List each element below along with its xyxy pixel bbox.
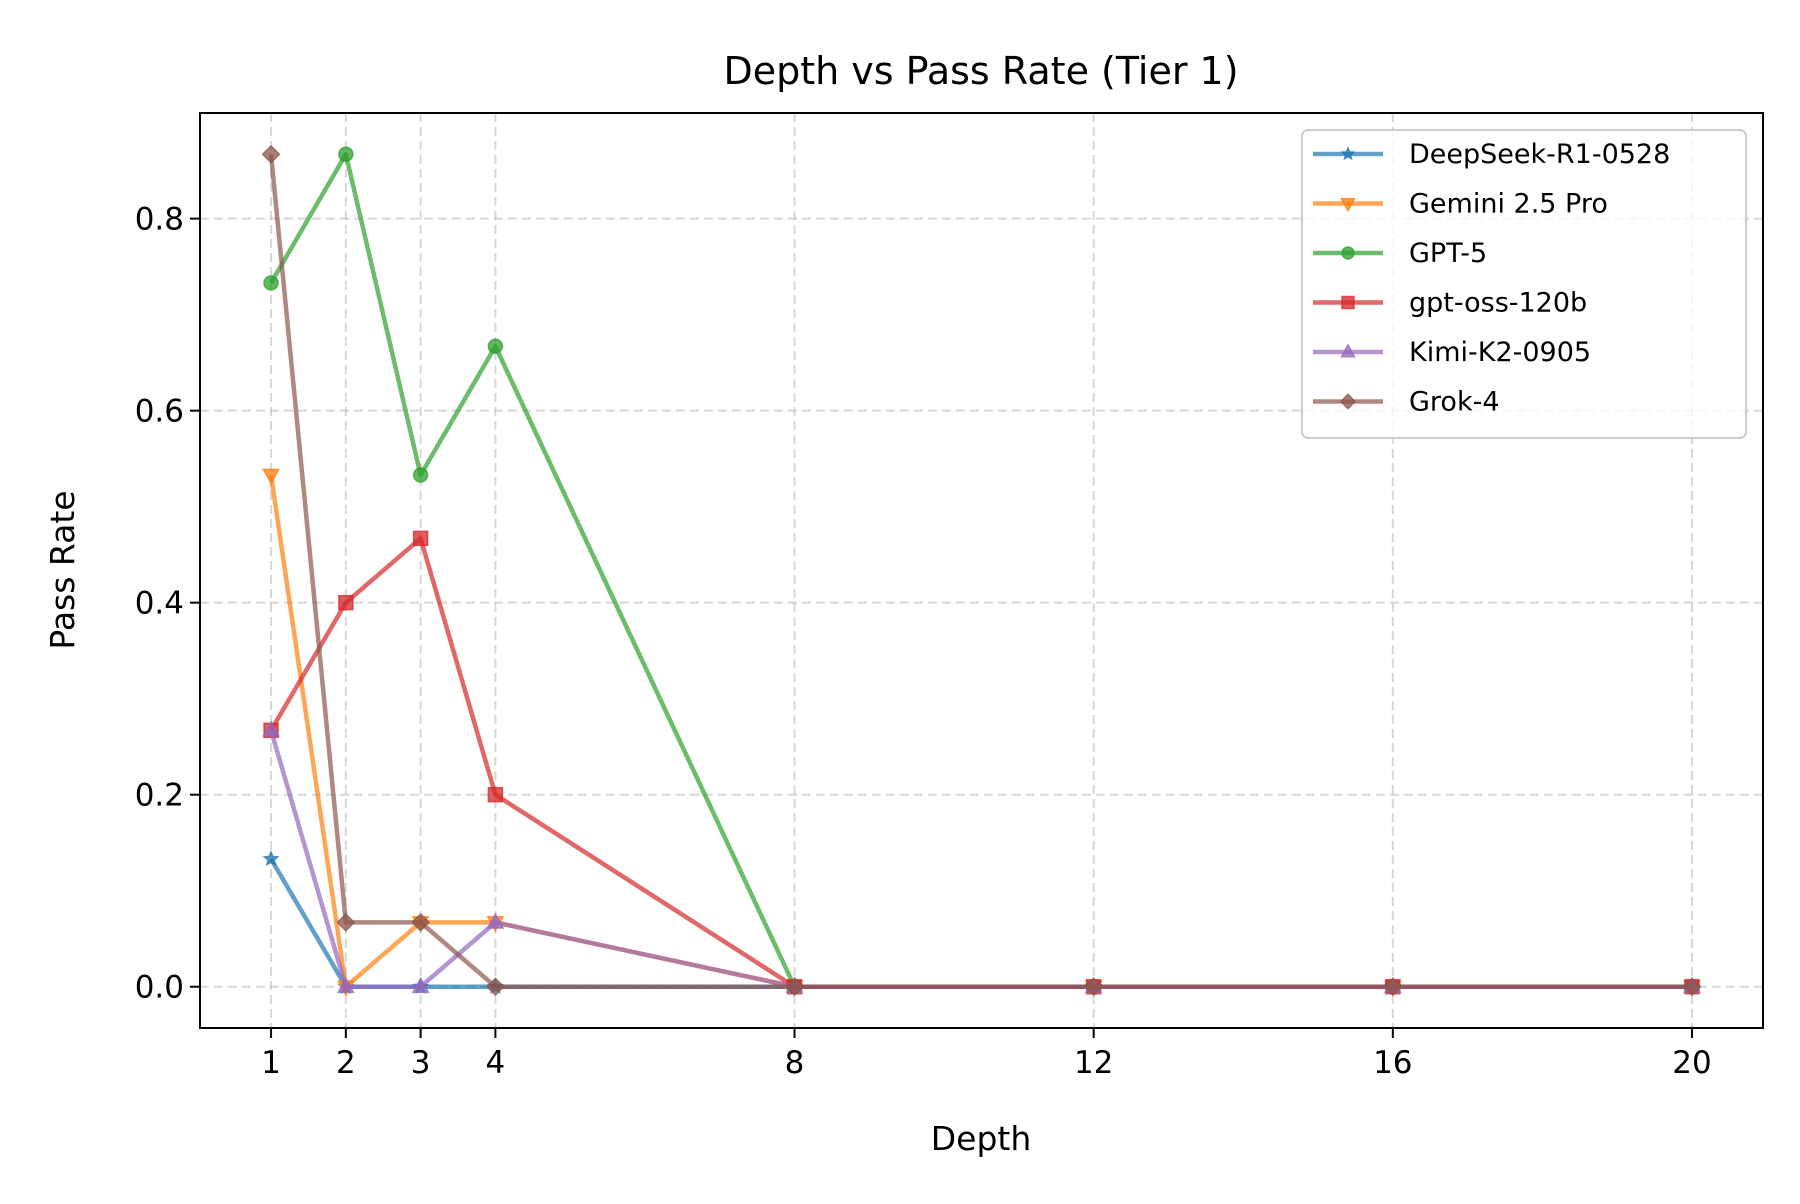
data-point-triangle-up: [336, 976, 355, 994]
legend-item: Kimi-K2-0905: [1313, 337, 1591, 368]
x-tick-label: 20: [1672, 1045, 1711, 1081]
data-point-star: [262, 850, 280, 867]
data-point-triangle-up: [262, 720, 281, 737]
data-point-diamond: [1682, 977, 1702, 997]
legend-item: Grok-4: [1313, 387, 1500, 418]
legend-label: DeepSeek-R1-0528: [1409, 139, 1670, 170]
x-tick-label: 3: [411, 1045, 431, 1081]
series-line: [268, 729, 1692, 989]
legend-item: GPT-5: [1313, 238, 1487, 269]
y-tick-label: 0.6: [135, 394, 184, 430]
data-point-square: [487, 786, 504, 803]
y-axis-label: Pass Rate: [43, 490, 82, 649]
data-point-diamond: [411, 912, 431, 932]
chart-title: Depth vs Pass Rate (Tier 1): [723, 49, 1238, 93]
series-line: [268, 474, 1692, 989]
x-tick-label: 4: [486, 1045, 506, 1081]
data-point-circle: [1341, 246, 1355, 260]
data-point-triangle-up: [486, 912, 505, 929]
x-tick-label: 16: [1373, 1045, 1412, 1081]
legend-label: Gemini 2.5 Pro: [1409, 189, 1608, 220]
y-tick-label: 0.0: [135, 970, 184, 1006]
x-axis-label: Depth: [931, 1119, 1032, 1158]
data-point-diamond: [261, 144, 281, 164]
series-kimi-k2-0905: [262, 720, 1701, 994]
data-point-square: [338, 594, 354, 611]
data-point-square: [1341, 295, 1355, 310]
series-lines: [261, 144, 1702, 997]
y-tick-label: 0.4: [135, 586, 184, 622]
legend: DeepSeek-R1-0528 Gemini 2.5 Pro GPT-5 gpt-o…: [1301, 129, 1747, 439]
data-point-circle: [412, 467, 429, 483]
data-point-triangle-up: [1340, 343, 1356, 358]
x-tick-label: 1: [261, 1045, 281, 1081]
legend-label: Grok-4: [1409, 387, 1500, 418]
data-point-diamond: [336, 912, 356, 932]
data-point-circle: [487, 338, 504, 355]
x-tick-label: 2: [336, 1045, 356, 1081]
plot-frame: [199, 112, 1764, 1029]
data-point-diamond: [1339, 393, 1357, 410]
y-tick-label: 0.2: [135, 778, 184, 814]
legend-item: Gemini 2.5 Pro: [1313, 189, 1608, 220]
legend-item: gpt-oss-120b: [1313, 288, 1587, 319]
legend-label: gpt-oss-120b: [1409, 288, 1587, 319]
legend-item: DeepSeek-R1-0528: [1313, 139, 1670, 170]
legend-label: Kimi-K2-0905: [1409, 337, 1591, 368]
data-point-diamond: [785, 977, 804, 997]
series-line: [268, 154, 1692, 989]
axis-ticks: 1 2 3 4 8 12 16 200.00.20.40.60.8: [135, 202, 1712, 1081]
data-point-star: [1340, 146, 1356, 161]
data-point-triangle-up: [411, 976, 430, 994]
x-tick-label: 12: [1074, 1045, 1113, 1081]
data-point-triangle-down: [1340, 197, 1356, 213]
series-line: [269, 536, 1692, 989]
data-point-circle: [263, 275, 279, 291]
data-point-diamond: [1084, 977, 1104, 997]
data-point-triangle-down: [262, 468, 281, 485]
data-point-diamond: [1383, 977, 1403, 997]
y-tick-label: 0.8: [135, 202, 184, 238]
data-point-diamond: [485, 977, 505, 997]
data-point-square: [412, 530, 429, 547]
legend-box: [1301, 129, 1747, 439]
legend-label: GPT-5: [1409, 238, 1487, 269]
x-tick-label: 8: [785, 1045, 805, 1081]
series-grok-4: [261, 144, 1702, 997]
data-point-circle: [338, 146, 354, 163]
